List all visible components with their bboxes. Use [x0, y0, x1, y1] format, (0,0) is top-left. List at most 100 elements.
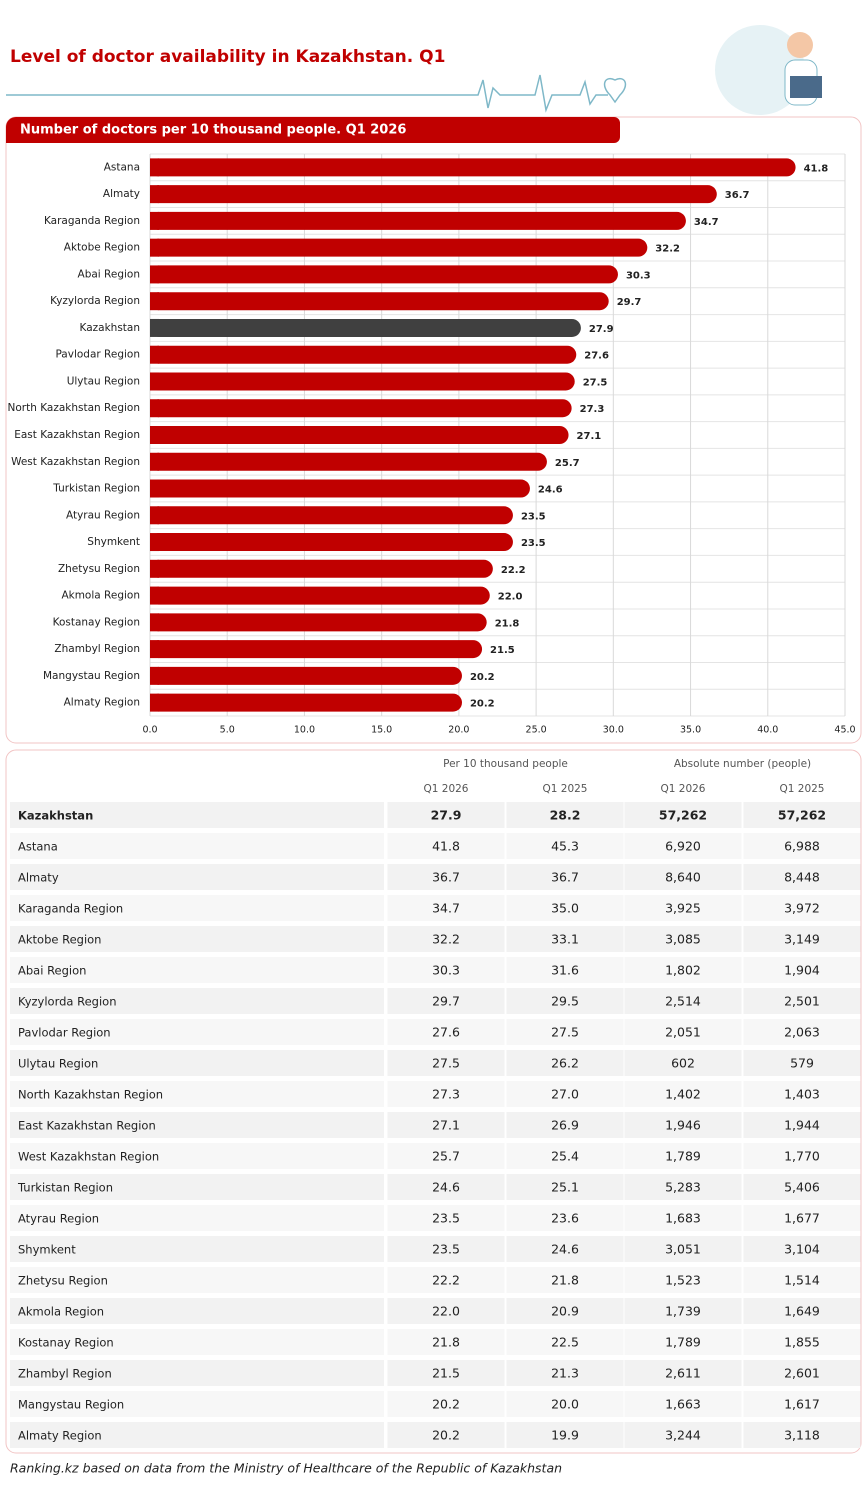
table-cell-bg	[743, 1143, 861, 1169]
bar	[150, 238, 648, 257]
x-tick-label: 35.0	[680, 725, 701, 736]
table-cell: 26.9	[551, 1118, 579, 1133]
table-cell: 579	[790, 1056, 814, 1071]
table-cell-bg	[10, 1174, 384, 1200]
table-cell-bg	[506, 1360, 624, 1386]
bar-base	[150, 426, 159, 444]
table-cell: 1,946	[665, 1118, 701, 1133]
table-cell-bg	[743, 1298, 861, 1324]
bar-base	[150, 265, 159, 284]
table-cell-bg	[387, 1143, 505, 1169]
bar	[150, 185, 717, 204]
table-cell-bg	[506, 1236, 624, 1262]
table-cell-bg	[387, 1081, 505, 1107]
y-tick-label: Ulytau Region	[67, 375, 140, 387]
table-cell: 33.1	[551, 932, 579, 947]
chart-subtitle: Number of doctors per 10 thousand people…	[20, 123, 406, 138]
table-cell-bg	[743, 926, 861, 952]
table-cell: 3,244	[665, 1428, 701, 1443]
table-cell-bg	[743, 802, 861, 828]
table-cell: 34.7	[432, 901, 460, 916]
table-cell-bg	[743, 895, 861, 921]
bar	[150, 158, 796, 177]
table-row-label: Ulytau Region	[18, 1057, 98, 1071]
table-cell: 1,649	[784, 1304, 820, 1319]
bar-base	[150, 479, 159, 498]
bar	[150, 559, 493, 578]
value-label: 41.8	[804, 163, 829, 174]
table-cell: 1,663	[665, 1397, 701, 1412]
table-cell-bg	[743, 1329, 861, 1355]
table-cell-bg	[387, 1019, 505, 1045]
table-cell-bg	[743, 1360, 861, 1386]
bar	[150, 426, 569, 444]
table-row-label: West Kazakhstan Region	[18, 1150, 159, 1164]
table-cell: 36.7	[551, 870, 579, 885]
value-label: 21.8	[495, 618, 520, 629]
table-cell: 5,406	[784, 1180, 820, 1195]
table-cell-bg	[10, 1050, 384, 1076]
y-tick-label: Kostanay Region	[53, 616, 140, 628]
table-cell-bg	[10, 1298, 384, 1324]
table-cell: 20.2	[432, 1428, 460, 1443]
table-cell: 1,617	[784, 1397, 820, 1412]
table-cell-bg	[10, 1081, 384, 1107]
table-cell: 36.7	[432, 870, 460, 885]
table-cell-bg	[506, 1174, 624, 1200]
table-cell: 3,051	[665, 1242, 701, 1257]
table-cell: 25.4	[551, 1149, 579, 1164]
table-row-label: Aktobe Region	[18, 933, 101, 947]
x-tick-label: 10.0	[294, 725, 315, 736]
bar-base	[150, 559, 159, 578]
table-cell: 29.7	[432, 994, 460, 1009]
table-cell: 602	[671, 1056, 695, 1071]
illustration-bg	[715, 25, 805, 115]
table-cell: 1,944	[784, 1118, 820, 1133]
x-tick-label: 40.0	[757, 725, 778, 736]
table-row-label: Karaganda Region	[18, 902, 123, 916]
table-cell: 27.3	[432, 1087, 460, 1102]
table-cell-bg	[387, 864, 505, 890]
x-tick-label: 45.0	[834, 725, 855, 736]
value-label: 27.9	[589, 324, 614, 335]
bar-base	[150, 533, 159, 552]
table-cell-bg	[10, 1391, 384, 1417]
table-cell-bg	[506, 1298, 624, 1324]
table-cell: 1,403	[784, 1087, 820, 1102]
y-tick-label: Kyzylorda Region	[50, 295, 140, 307]
table-cell-bg	[624, 1081, 742, 1107]
table-cell-bg	[624, 1391, 742, 1417]
table-cell-bg	[387, 957, 505, 983]
value-label: 36.7	[725, 190, 750, 201]
table-cell: 45.3	[551, 839, 579, 854]
table-cell-bg	[743, 1391, 861, 1417]
table-cell: 1,855	[784, 1335, 820, 1350]
table-cell-bg	[624, 895, 742, 921]
bar-base	[150, 399, 159, 418]
value-label: 23.5	[521, 511, 546, 522]
bar	[150, 452, 547, 471]
table-cell: 5,283	[665, 1180, 701, 1195]
bar-base	[150, 292, 159, 311]
table-cell-bg	[10, 926, 384, 952]
value-label: 34.7	[694, 217, 719, 228]
bar	[150, 693, 462, 712]
table-row-label: Turkistan Region	[17, 1181, 113, 1195]
bar	[150, 372, 575, 391]
table-cell-bg	[624, 802, 742, 828]
bar	[150, 640, 483, 659]
table-column-header: Q1 2026	[660, 783, 705, 795]
table-cell-bg	[387, 1391, 505, 1417]
bar	[150, 506, 513, 525]
value-label: 24.6	[538, 485, 563, 496]
table-cell-bg	[624, 1236, 742, 1262]
table-cell-bg	[387, 1112, 505, 1138]
table-cell: 3,118	[784, 1428, 820, 1443]
table-cell: 3,972	[784, 901, 820, 916]
table-cell-bg	[387, 1236, 505, 1262]
table-cell-bg	[624, 1360, 742, 1386]
table-cell: 1,523	[665, 1273, 701, 1288]
x-tick-label: 0.0	[142, 725, 157, 736]
x-tick-label: 25.0	[526, 725, 547, 736]
subtitle-band	[6, 117, 620, 143]
